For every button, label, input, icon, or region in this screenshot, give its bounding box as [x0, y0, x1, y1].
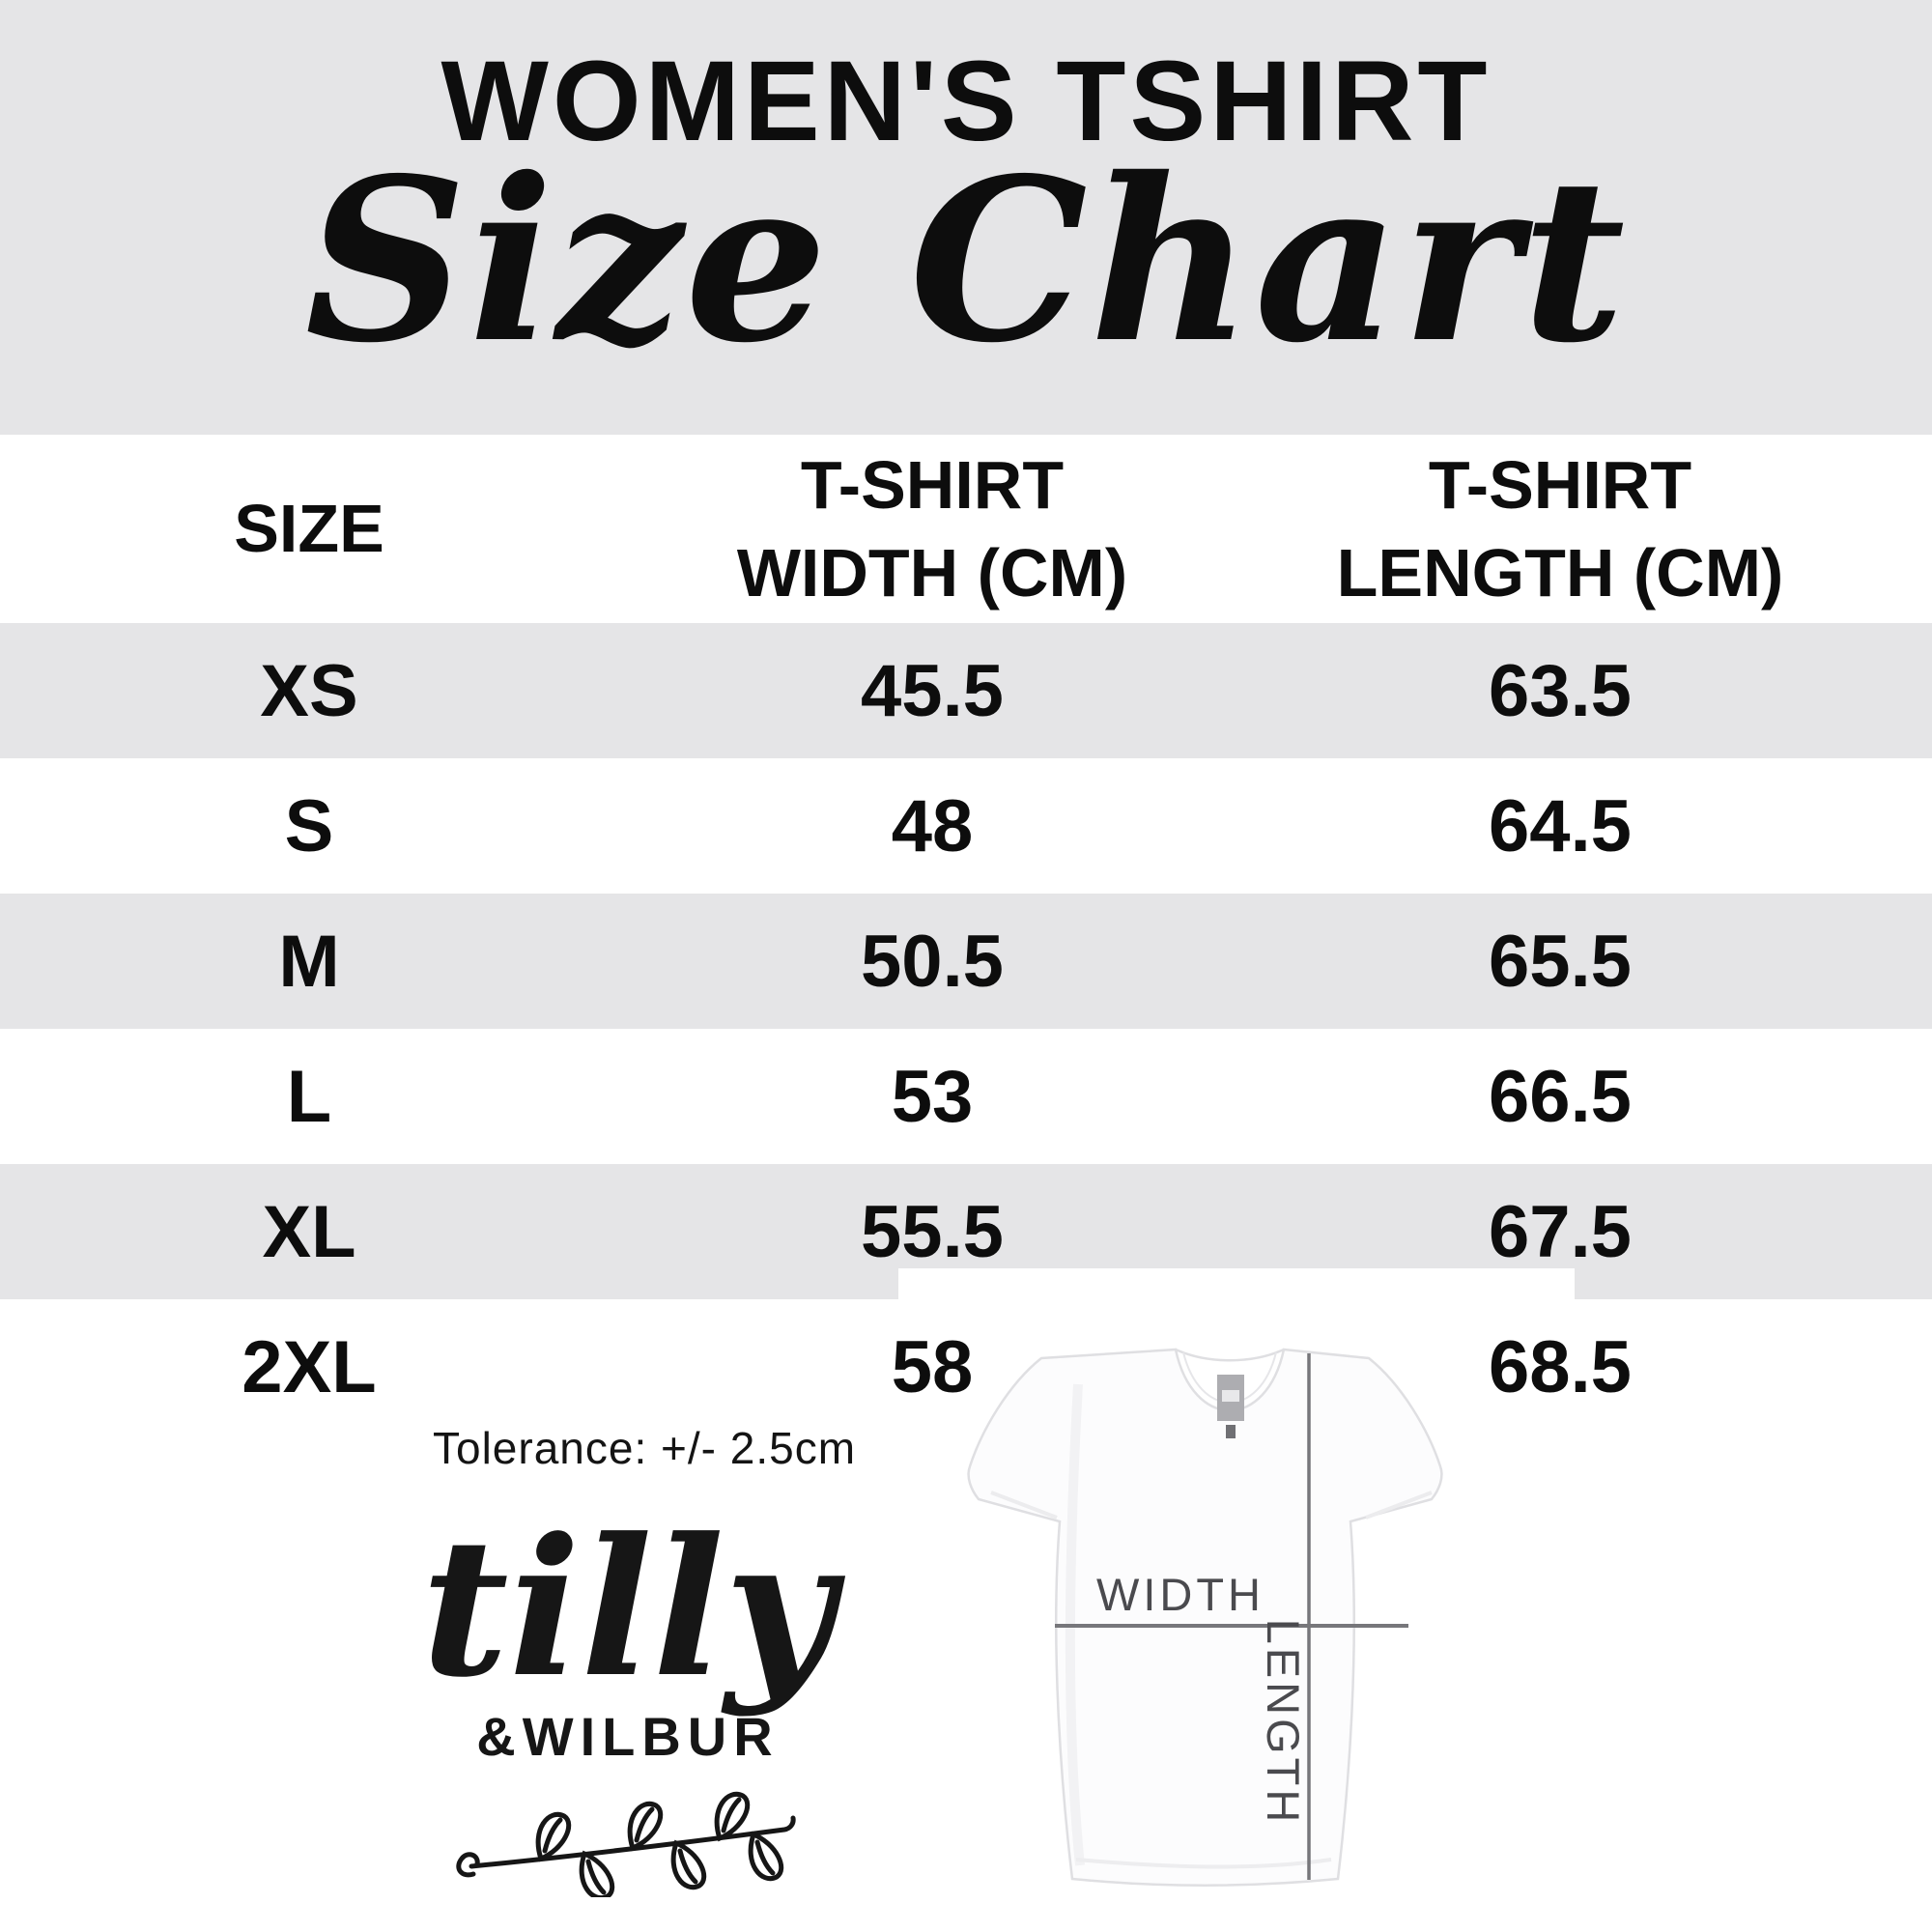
- col-header-width-line1: T-SHIRT: [800, 446, 1065, 523]
- table-row: XS 45.5 63.5: [0, 623, 1932, 758]
- width-cell: 53: [891, 1055, 974, 1138]
- fold-shading: [1065, 1383, 1085, 1866]
- logo-script-text: tilly: [421, 1497, 835, 1719]
- col-header-size: SIZE: [234, 491, 384, 566]
- neck-tag: [1217, 1375, 1244, 1438]
- width-cell: 48: [891, 784, 974, 867]
- size-cell: M: [278, 920, 340, 1003]
- length-cell: 65.5: [1489, 920, 1632, 1003]
- size-cell: XS: [260, 649, 358, 732]
- page-kicker: WOMEN'S TSHIRT: [440, 38, 1492, 165]
- size-table: SIZE T-SHIRT WIDTH (CM) T-SHIRT LENGTH (…: [0, 435, 1932, 1435]
- hem-stitch: [1075, 1858, 1332, 1869]
- col-header-length-line1: T-SHIRT: [1428, 446, 1692, 523]
- length-cell: 64.5: [1489, 784, 1632, 867]
- width-cell: 58: [891, 1325, 974, 1408]
- sleeve-hem-right: [1365, 1491, 1433, 1520]
- col-header-width: T-SHIRT WIDTH (CM): [618, 441, 1246, 617]
- header-banner: WOMEN'S TSHIRT Size Chart: [0, 0, 1932, 435]
- table-header-row: SIZE T-SHIRT WIDTH (CM) T-SHIRT LENGTH (…: [0, 435, 1932, 623]
- size-cell: L: [286, 1055, 332, 1138]
- length-cell: 67.5: [1489, 1190, 1632, 1273]
- branch-icon: [386, 1781, 869, 1902]
- size-cell: S: [284, 784, 334, 867]
- col-header-length: T-SHIRT LENGTH (CM): [1246, 441, 1874, 617]
- length-cell: 68.5: [1489, 1325, 1632, 1408]
- length-cell: 66.5: [1489, 1055, 1632, 1138]
- width-cell: 50.5: [861, 920, 1004, 1003]
- tshirt-diagram: WIDTH LENGTH: [967, 1348, 1443, 1887]
- length-cell: 63.5: [1489, 649, 1632, 732]
- size-cell: XL: [262, 1190, 356, 1273]
- col-header-width-line2: WIDTH (CM): [736, 534, 1128, 611]
- page-title: Size Chart: [304, 128, 1628, 392]
- collar-band: [1175, 1348, 1285, 1362]
- length-label: LENGTH: [1258, 1619, 1309, 1827]
- table-row: S 48 64.5: [0, 758, 1932, 894]
- col-header-length-line2: LENGTH (CM): [1336, 534, 1784, 611]
- size-cell: 2XL: [242, 1325, 377, 1408]
- tshirt-outline: [967, 1348, 1443, 1887]
- width-cell: 45.5: [861, 649, 1004, 732]
- table-row: 2XL 58 68.5: [0, 1299, 1932, 1435]
- tolerance-note: Tolerance: +/- 2.5cm: [433, 1423, 857, 1473]
- tshirt-photo: WIDTH LENGTH: [898, 1268, 1575, 1932]
- logo-caps-text: &WILBUR: [476, 1706, 780, 1768]
- width-cell: 55.5: [861, 1190, 1004, 1273]
- sleeve-hem-left: [990, 1491, 1058, 1520]
- width-label: WIDTH: [1096, 1569, 1264, 1620]
- brand-logo: tilly &WILBUR: [386, 1497, 869, 1902]
- table-row: L 53 66.5: [0, 1029, 1932, 1164]
- table-row: M 50.5 65.5: [0, 894, 1932, 1029]
